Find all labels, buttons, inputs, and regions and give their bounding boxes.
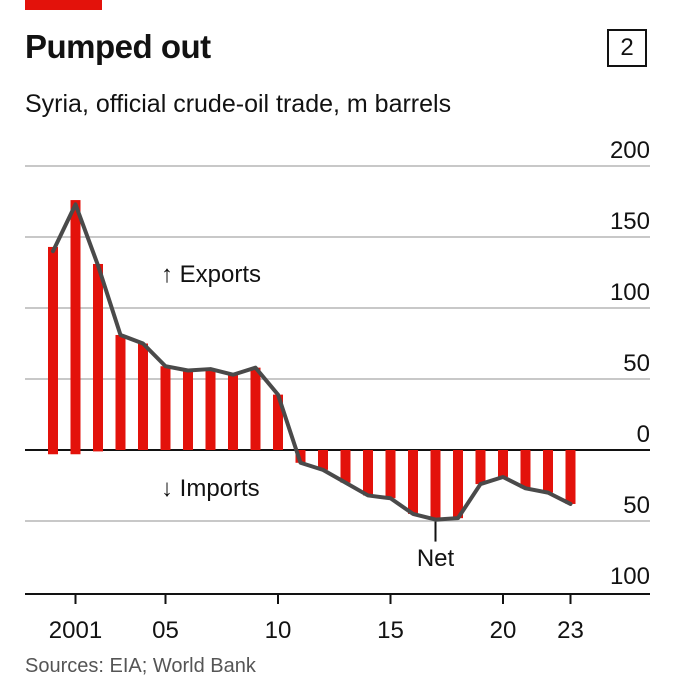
exports-annotation: ↑ Exports — [161, 261, 261, 288]
imports-annotation: ↓ Imports — [161, 475, 260, 502]
import-bar — [70, 450, 81, 455]
import-bar — [475, 450, 486, 485]
import-bar — [498, 450, 508, 477]
import-bar — [340, 450, 351, 483]
import-bar — [48, 450, 58, 455]
y-tick-label: 50 — [623, 350, 650, 377]
export-bar — [160, 366, 171, 450]
y-tick-label: 100 — [610, 563, 650, 590]
x-tick-label: 10 — [265, 617, 292, 644]
x-tick-label: 15 — [377, 617, 404, 644]
import-bar — [363, 450, 373, 496]
y-tick-label: 200 — [610, 137, 650, 164]
net-series-line — [51, 202, 573, 522]
export-bar — [273, 394, 283, 450]
brand-accent-bar — [25, 0, 102, 10]
x-tick-label: 2001 — [49, 617, 102, 644]
chart-title: Pumped out — [25, 28, 211, 65]
chart-number-badge: 2 — [607, 29, 647, 67]
net-annotation: Net — [417, 545, 455, 572]
export-bar — [115, 334, 126, 450]
import-bar — [385, 450, 396, 499]
source-note: Sources: EIA; World Bank — [25, 655, 256, 677]
import-bar — [453, 450, 463, 519]
grid-layer — [25, 165, 650, 604]
x-tick-label: 20 — [490, 617, 517, 644]
export-bar — [138, 343, 148, 450]
import-bar — [318, 450, 328, 470]
import-bar — [520, 450, 531, 489]
y-tick-label: 150 — [610, 208, 650, 235]
line-layer — [51, 202, 573, 522]
label-layer: ↑ Exports ↓ Imports Net 2001501005005010… — [49, 137, 650, 644]
export-bar — [205, 369, 216, 450]
import-bar — [295, 450, 306, 463]
bar-layer — [48, 200, 576, 520]
y-tick-label: 50 — [623, 492, 650, 519]
export-bar — [183, 370, 193, 450]
y-tick-label: 0 — [637, 421, 650, 448]
import-bar — [93, 450, 103, 452]
export-bar — [250, 367, 261, 450]
chart-subtitle: Syria, official crude-oil trade, m barre… — [25, 90, 452, 118]
import-bar — [543, 450, 553, 493]
x-tick-label: 05 — [152, 617, 179, 644]
x-tick-label: 23 — [557, 617, 584, 644]
import-bar — [408, 450, 418, 514]
import-bar — [565, 450, 576, 504]
export-bar — [93, 263, 103, 450]
export-bar — [48, 246, 58, 450]
export-bar — [228, 374, 238, 450]
import-bar — [430, 450, 441, 520]
y-tick-label: 100 — [610, 279, 650, 306]
export-bar — [70, 200, 81, 450]
